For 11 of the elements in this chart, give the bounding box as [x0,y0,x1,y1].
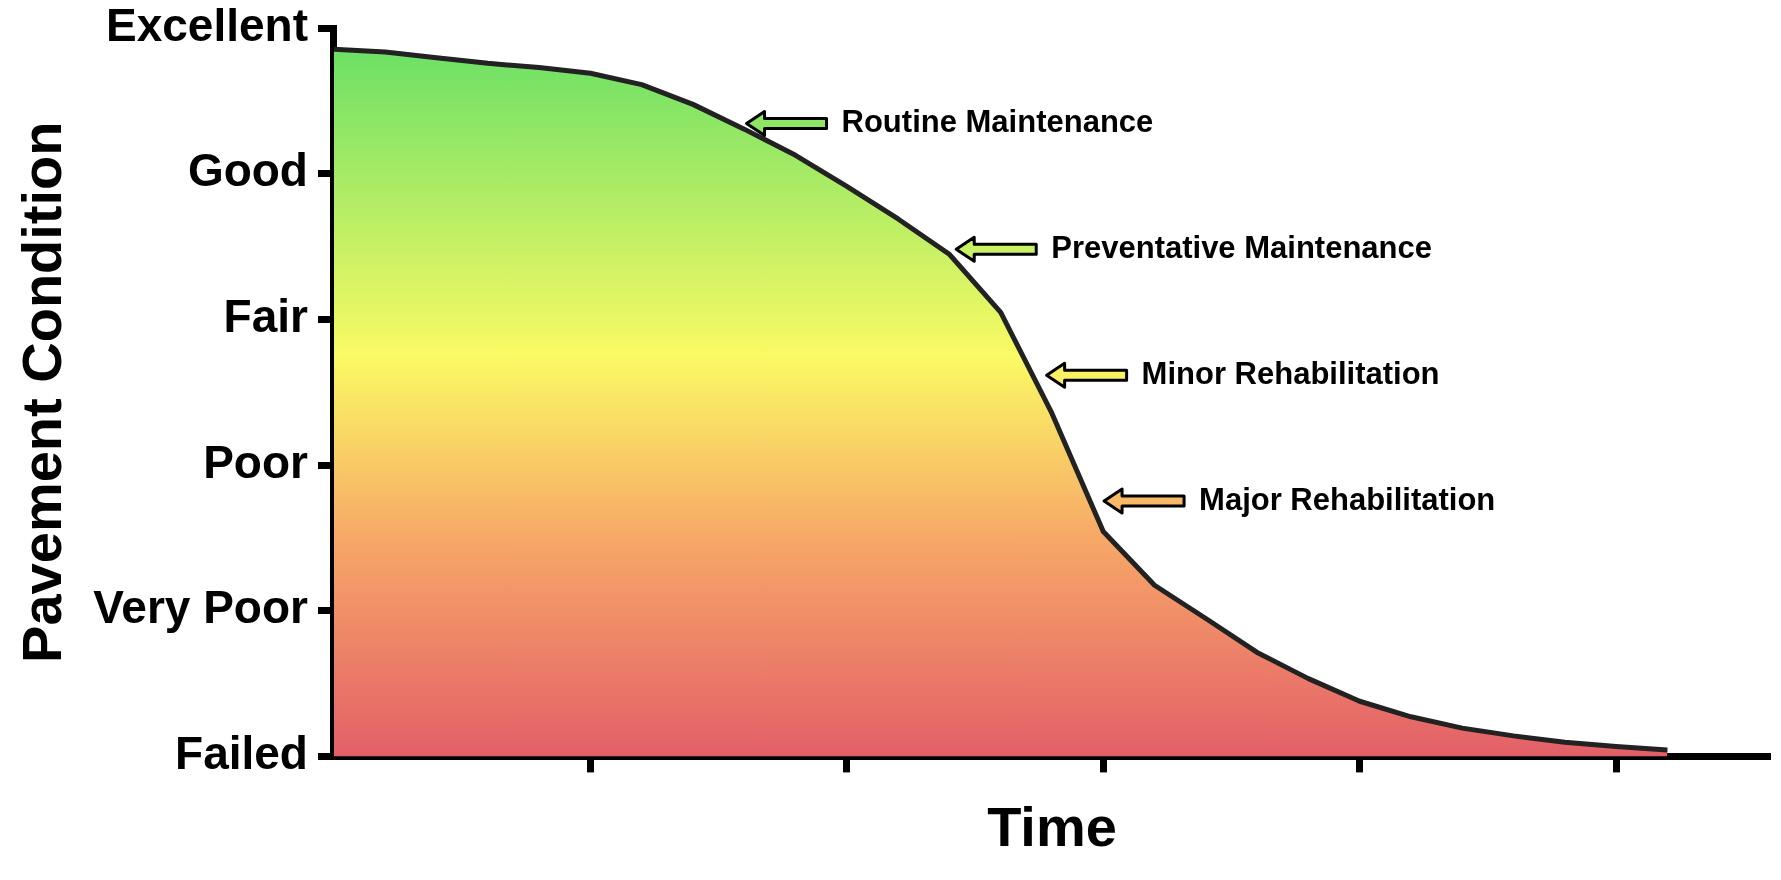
category-label: Very Poor [93,581,308,634]
annotation: Preventative Maintenance [1051,229,1432,265]
annotation: Minor Rehabilitation [1141,355,1440,391]
annotation: Major Rehabilitation [1199,481,1496,517]
category-label: Failed [175,727,308,780]
category-label: Fair [223,290,308,343]
y-axis-title: Pavement Condition [10,121,74,663]
annotation: Routine Maintenance [841,104,1154,140]
category-label: Good [187,144,308,197]
category-label: Poor [203,435,308,488]
x-axis-title: Time [987,794,1117,858]
